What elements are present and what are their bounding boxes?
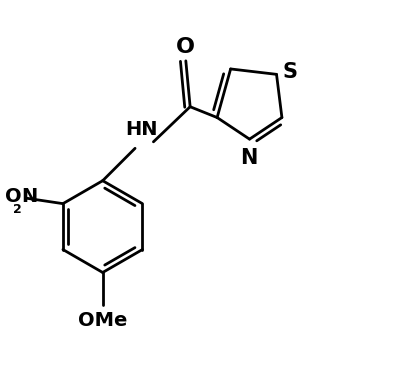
Text: 2: 2 (12, 203, 21, 216)
Text: N: N (240, 148, 257, 168)
Text: OMe: OMe (78, 311, 128, 331)
Text: S: S (283, 62, 298, 82)
Text: O: O (5, 187, 21, 206)
Text: N: N (21, 187, 38, 206)
Text: O: O (176, 36, 195, 57)
Text: HN: HN (125, 120, 158, 139)
